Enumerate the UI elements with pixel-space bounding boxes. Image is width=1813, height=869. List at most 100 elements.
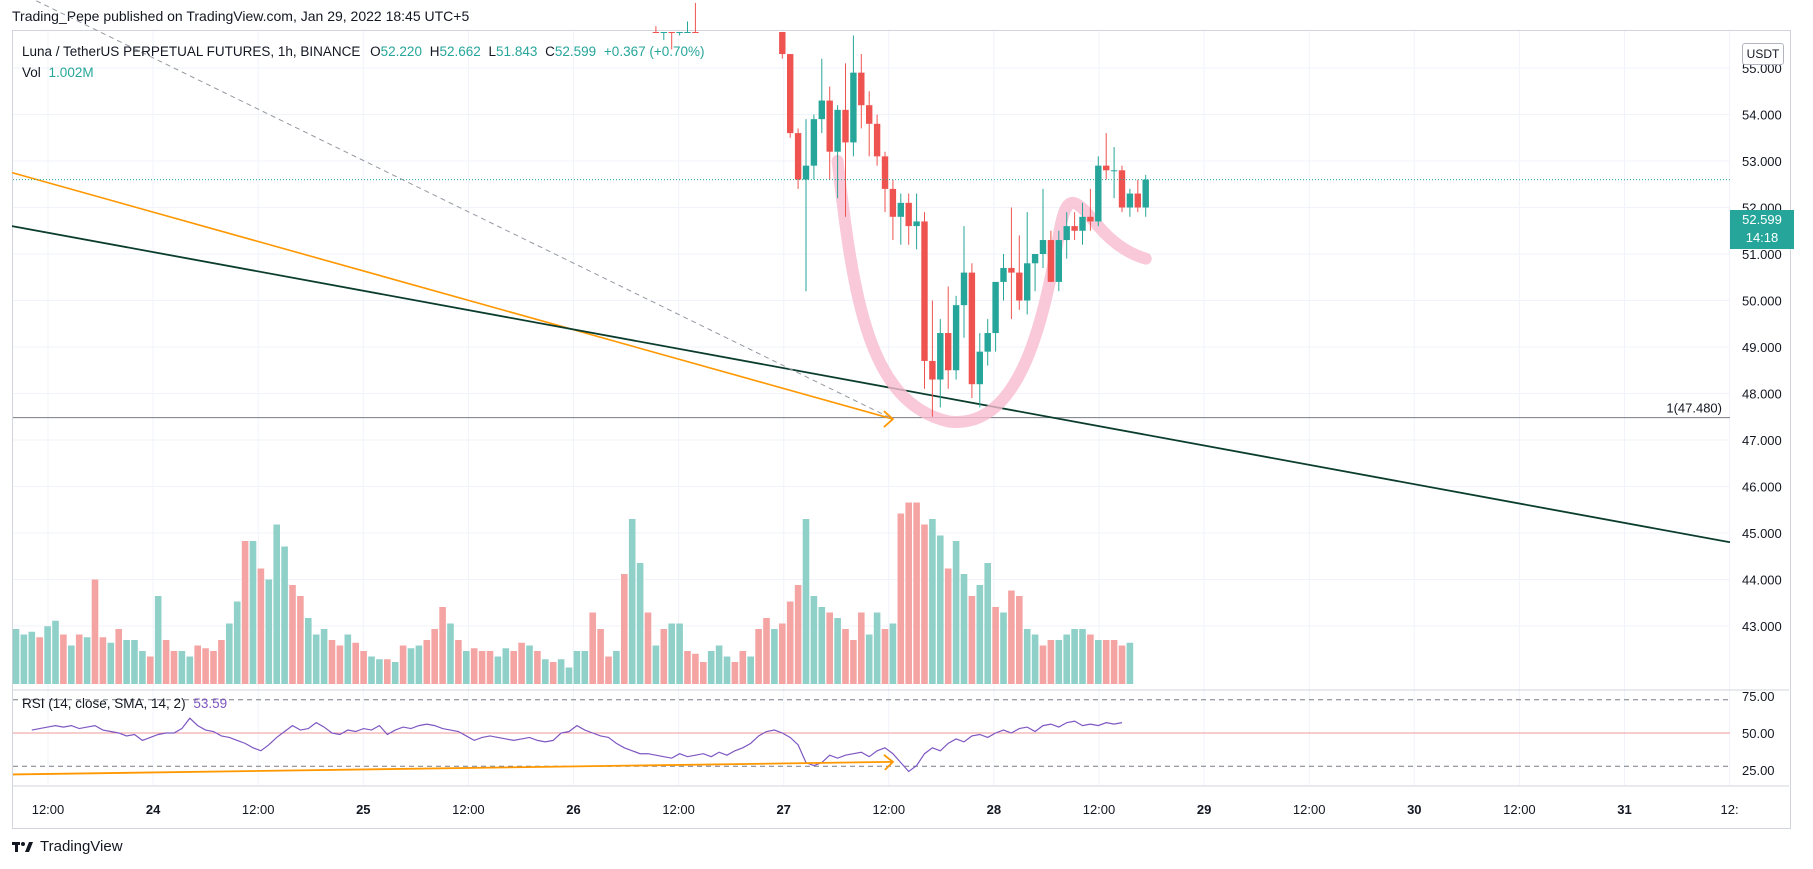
time-tick-label: 12:00: [662, 802, 695, 817]
volume-bar: [1055, 640, 1063, 684]
volume-bar: [123, 640, 130, 684]
time-tick-label: 12:: [1721, 802, 1739, 817]
volume-bar: [613, 651, 620, 684]
candle-body: [1047, 240, 1055, 282]
volume-bar: [305, 618, 312, 684]
time-tick-label: 25: [356, 802, 370, 817]
volume-bar: [170, 651, 178, 684]
candle-body: [984, 333, 991, 352]
dashed-guide: [33, 0, 894, 420]
volume-bar: [984, 563, 991, 684]
volume-bar: [162, 640, 170, 684]
volume-bar: [439, 607, 446, 684]
candle-body: [1024, 263, 1031, 301]
volume-bar: [478, 651, 486, 684]
rsi-divergence-line: [12, 760, 893, 776]
chart-frame: [12, 30, 1791, 829]
candle-body: [1134, 193, 1141, 208]
candle-body: [1142, 179, 1149, 208]
price-tick-label: 53.000: [1742, 154, 1782, 169]
price-tick-label: 50.000: [1742, 294, 1782, 309]
rsi-label[interactable]: RSI (14, close, SMA, 14, 2): [22, 696, 186, 711]
volume-bar: [850, 640, 857, 684]
candle-body: [787, 54, 794, 134]
volume-bar: [881, 629, 889, 684]
volume-bar: [257, 568, 265, 684]
footer-brand[interactable]: TradingView: [12, 838, 123, 855]
volume-bar: [1047, 640, 1055, 684]
volume-bar: [399, 645, 407, 684]
high-value: 52.662: [439, 44, 481, 59]
time-axis: 12:00 24 12:00 25 12:00 26 12:00 27 12:00 28 12:00…: [32, 802, 1739, 817]
volume-bar: [352, 642, 359, 684]
volume-bar: [660, 629, 668, 684]
symbol-name[interactable]: Luna / TetherUS PERPETUAL FUTURES, 1h, B…: [22, 44, 361, 59]
volume-bar: [1118, 645, 1126, 684]
volume-bar: [1102, 640, 1110, 684]
candle-body: [802, 165, 810, 180]
time-tick-label: 27: [776, 802, 790, 817]
candle-body: [1039, 240, 1047, 254]
volume-bar: [312, 634, 320, 684]
candle-body: [818, 100, 825, 120]
volume-bar: [597, 629, 604, 684]
time-tick-label: 30: [1407, 802, 1421, 817]
price-axis: 55.00054.00053.00052.00051.00050.00049.0…: [1742, 61, 1782, 634]
close-label: C: [545, 44, 555, 59]
candle-body: [858, 72, 865, 106]
volume-bar: [336, 645, 344, 684]
candle-body: [834, 109, 841, 152]
symbol-legend: Luna / TetherUS PERPETUAL FUTURES, 1h, B…: [22, 44, 705, 59]
volume-bar: [202, 648, 209, 684]
volume-bar: [889, 623, 897, 684]
candle-body: [1118, 170, 1126, 208]
bar-countdown: 14:18: [1745, 230, 1779, 245]
volume-bar: [897, 513, 905, 684]
volume-bar: [1023, 629, 1031, 684]
volume-bar: [75, 634, 83, 684]
volume-bar: [36, 637, 43, 684]
volume-bar: [692, 653, 699, 684]
volume-bar: [636, 563, 644, 684]
volume-bar: [621, 574, 628, 684]
time-tick-label: 12:00: [242, 802, 275, 817]
volume-bar: [944, 568, 952, 684]
time-tick-label: 12:00: [1503, 802, 1536, 817]
rsi-tick-label: 25.00: [1742, 763, 1775, 778]
price-tick-label: 54.000: [1742, 108, 1782, 123]
candle-body: [668, 32, 675, 33]
dark-trendline: [11, 225, 1731, 544]
price-tick-label: 48.000: [1742, 387, 1782, 402]
rsi-line: [12, 717, 1123, 776]
volume-bar: [502, 648, 510, 684]
volume-bar: [755, 629, 762, 684]
volume-label[interactable]: Vol: [22, 65, 41, 80]
volume-bar: [644, 612, 652, 684]
volume-bar: [281, 546, 288, 684]
volume-bar: [526, 645, 533, 684]
price-tick-label: 44.000: [1742, 573, 1782, 588]
volume-bar: [328, 640, 336, 684]
horizontal-level-label: 1(47.480): [1666, 401, 1722, 416]
candle-body: [1055, 240, 1062, 282]
volume-bar: [194, 645, 201, 684]
time-tick-label: 24: [146, 802, 161, 817]
volume-bar: [344, 634, 352, 684]
rsi-divergence-arrowhead: [883, 754, 895, 771]
candle-body: [794, 133, 802, 180]
volume-bar: [700, 662, 707, 684]
currency-button[interactable]: USDT: [1742, 43, 1784, 65]
volume-bar: [842, 629, 849, 684]
volume-bar: [1087, 634, 1094, 684]
volume-bar: [376, 659, 383, 684]
volume-bar: [1008, 590, 1015, 684]
volume-bar: [297, 596, 304, 684]
volume-bar: [289, 585, 296, 684]
volume-bar: [68, 645, 75, 684]
trendlines[interactable]: 1(47.480): [11, 0, 1731, 544]
volume-bar: [447, 623, 454, 684]
volume-bar: [865, 634, 873, 684]
candle-body: [1103, 165, 1110, 171]
volume-bar: [1063, 634, 1070, 684]
